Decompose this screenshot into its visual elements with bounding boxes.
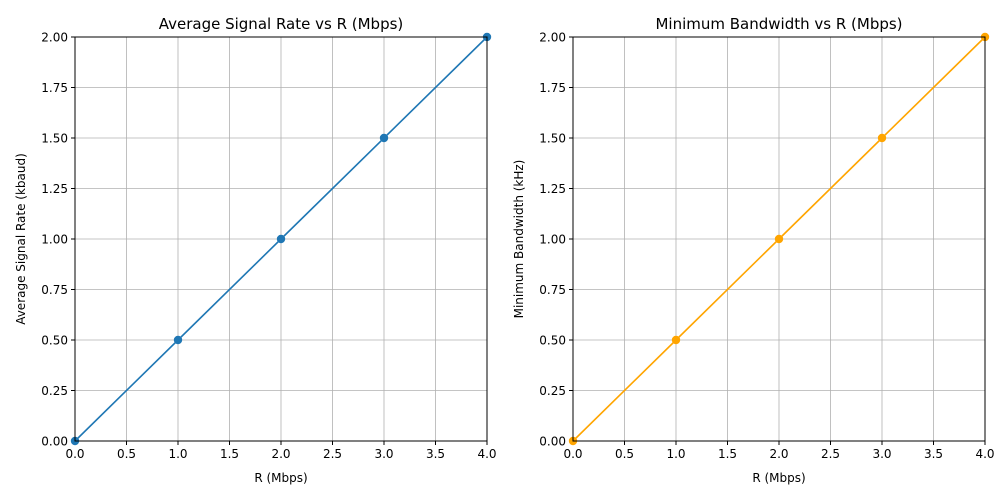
data-point (173, 335, 183, 345)
chart-average-signal-rate: Average Signal Rate vs R (Mbps) R (Mbps)… (14, 15, 497, 485)
x-tick-label: 4.0 (975, 447, 994, 461)
y-tick-label: 1.00 (539, 233, 566, 247)
x-tick-label: 0.0 (563, 447, 582, 461)
y-tick-label: 1.25 (539, 182, 566, 196)
y-tick-label: 1.50 (41, 132, 68, 146)
y-tick-label: 1.50 (539, 132, 566, 146)
x-tick-label: 0.5 (615, 447, 634, 461)
x-tick-label: 4.0 (477, 447, 496, 461)
x-axis-label: R (Mbps) (254, 471, 307, 485)
chart-title: Minimum Bandwidth vs R (Mbps) (655, 15, 902, 33)
y-tick-label: 2.00 (41, 31, 68, 45)
x-axis-label: R (Mbps) (752, 471, 805, 485)
y-tick-label: 1.25 (41, 182, 68, 196)
data-point (276, 234, 286, 244)
data-point (671, 335, 681, 345)
y-tick-label: 0.00 (41, 435, 68, 449)
x-tick-label: 0.5 (117, 447, 136, 461)
y-tick-label: 1.75 (539, 81, 566, 95)
x-tick-label: 2.0 (271, 447, 290, 461)
x-tick-label: 1.0 (168, 447, 187, 461)
data-point (774, 234, 784, 244)
y-tick-label: 0.75 (539, 283, 566, 297)
y-tick-label: 0.75 (41, 283, 68, 297)
x-tick-label: 3.0 (374, 447, 393, 461)
x-tick-label: 1.5 (220, 447, 239, 461)
chart-title: Average Signal Rate vs R (Mbps) (159, 15, 404, 33)
data-point (877, 133, 887, 143)
x-tick-label: 0.0 (65, 447, 84, 461)
y-tick-label: 0.25 (41, 384, 68, 398)
x-tick-label: 2.5 (821, 447, 840, 461)
x-tick-label: 1.5 (718, 447, 737, 461)
y-tick-label: 0.50 (539, 334, 566, 348)
x-tick-label: 2.0 (769, 447, 788, 461)
y-tick-label: 1.00 (41, 233, 68, 247)
y-tick-label: 0.50 (41, 334, 68, 348)
chart-minimum-bandwidth: Minimum Bandwidth vs R (Mbps) R (Mbps) M… (512, 15, 995, 485)
data-point (379, 133, 389, 143)
y-tick-label: 0.25 (539, 384, 566, 398)
x-tick-label: 2.5 (323, 447, 342, 461)
x-tick-label: 3.5 (924, 447, 943, 461)
y-axis-label: Average Signal Rate (kbaud) (14, 153, 28, 325)
y-tick-label: 1.75 (41, 81, 68, 95)
x-tick-label: 3.0 (872, 447, 891, 461)
y-tick-label: 0.00 (539, 435, 566, 449)
plot-frame (74, 36, 488, 442)
x-tick-label: 3.5 (426, 447, 445, 461)
y-axis-label: Minimum Bandwidth (kHz) (512, 160, 526, 319)
plot-frame (572, 36, 986, 442)
x-tick-label: 1.0 (666, 447, 685, 461)
y-tick-label: 2.00 (539, 31, 566, 45)
